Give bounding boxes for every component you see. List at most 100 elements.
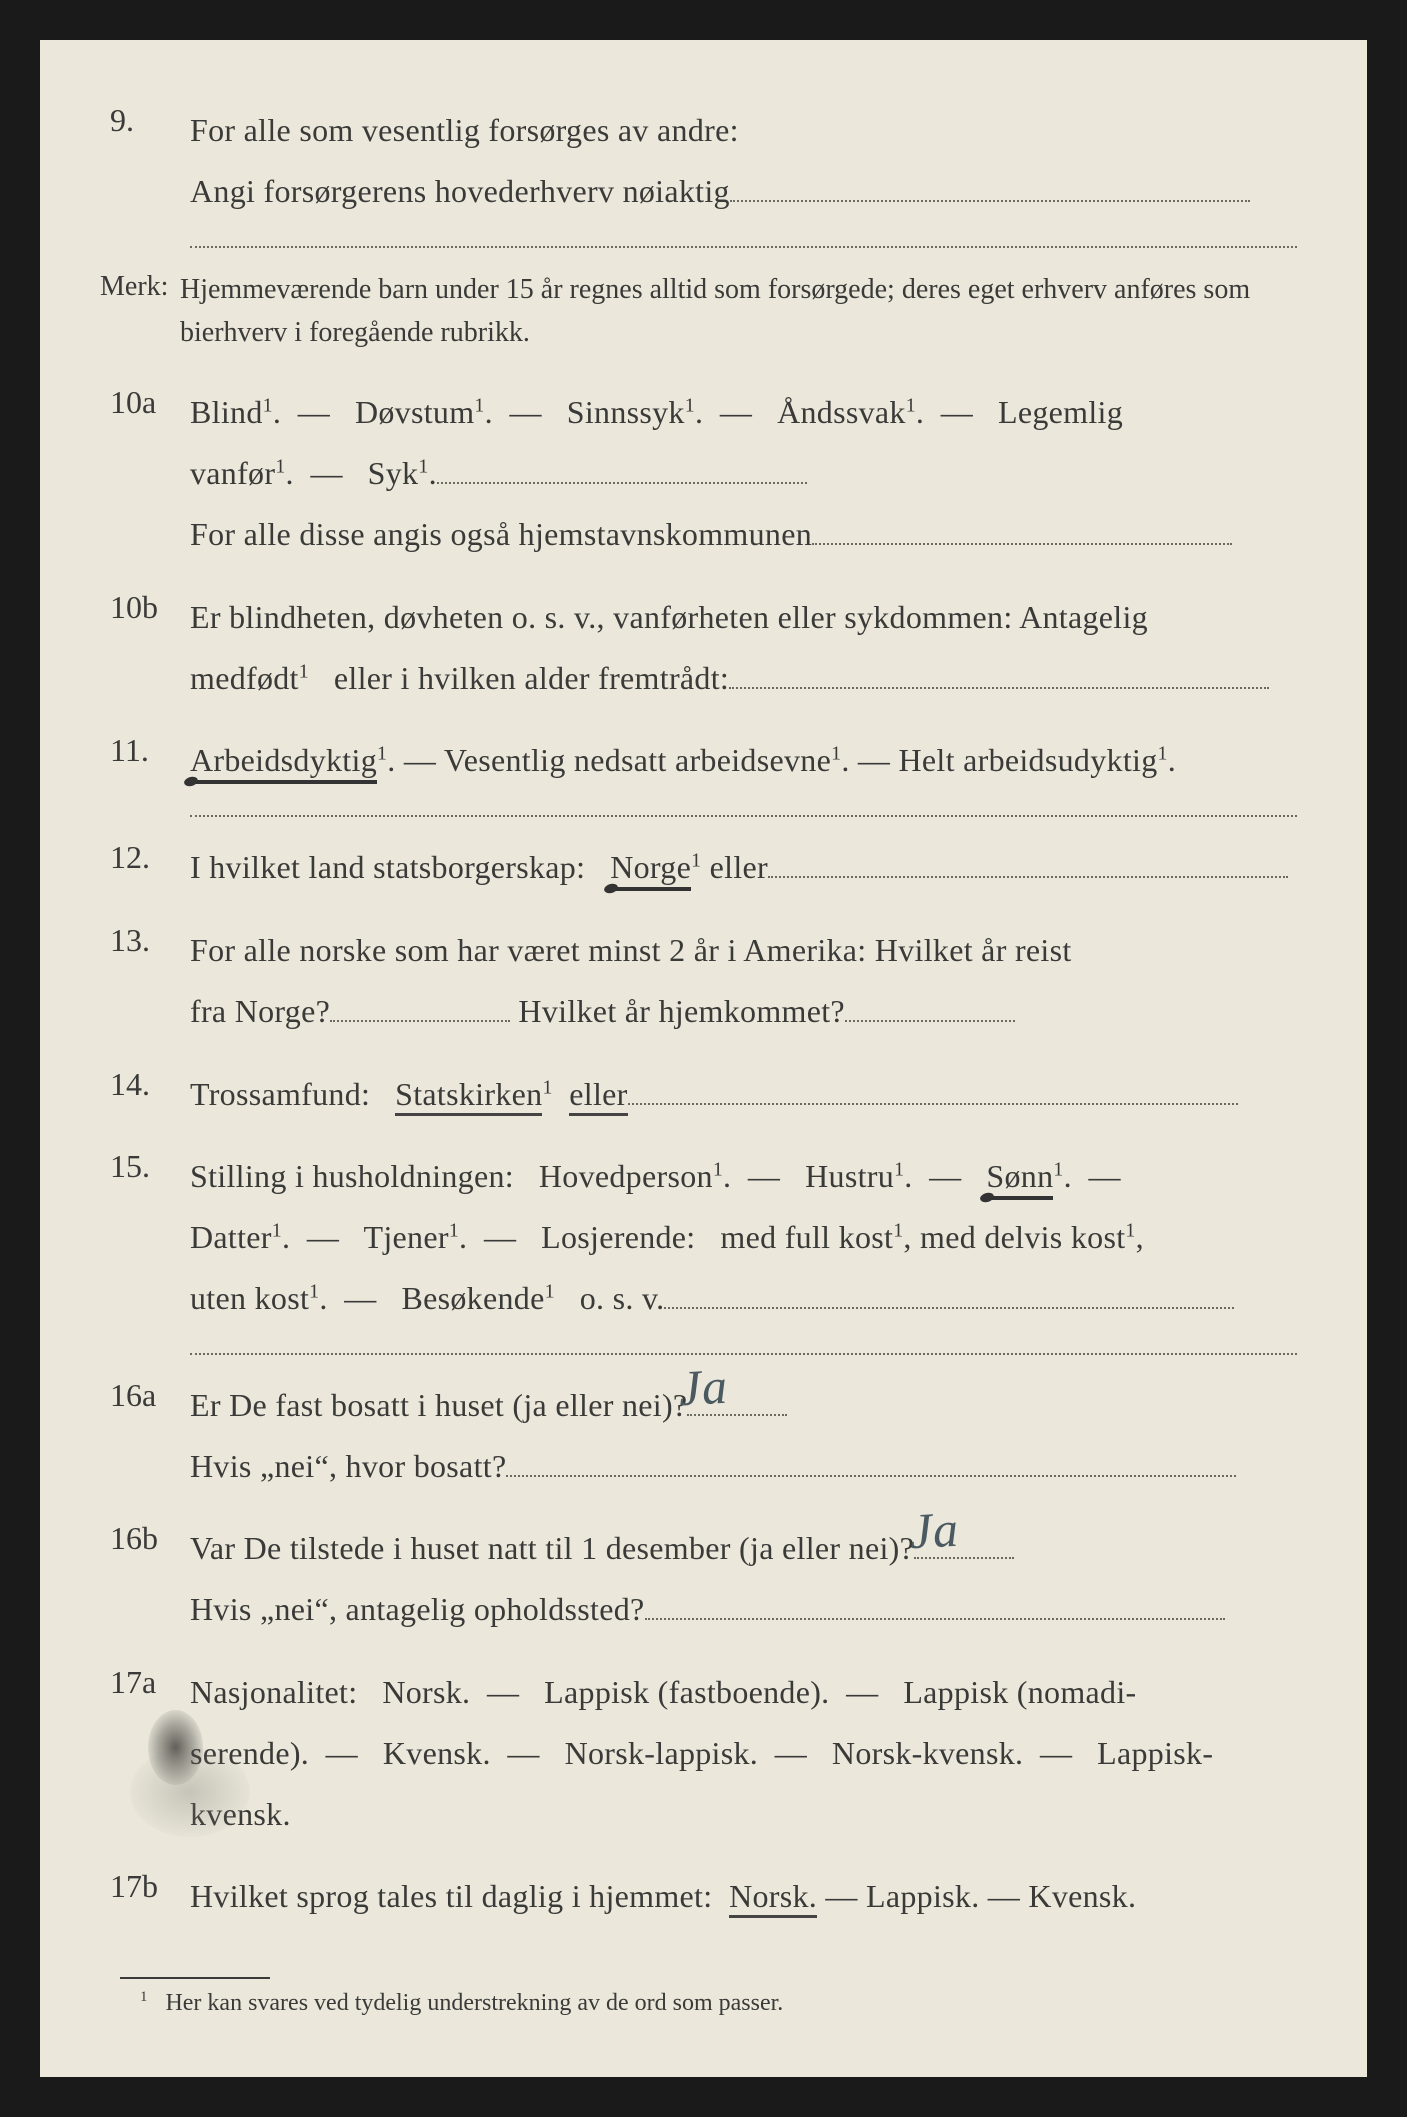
blank-line bbox=[812, 511, 1232, 545]
q16a-line1: Er De fast bosatt i huset (ja eller nei)… bbox=[190, 1387, 687, 1423]
blank-line bbox=[506, 1443, 1236, 1477]
q15-text-c: o. s. v. bbox=[580, 1280, 665, 1316]
census-form-page: 9. For alle som vesentlig forsørges av a… bbox=[40, 40, 1367, 2077]
q11-opt3: Helt arbeidsudyktig bbox=[899, 742, 1158, 778]
q10a-line3: For alle disse angis også hjemstavnskomm… bbox=[190, 516, 812, 552]
ink-smudge bbox=[130, 1747, 250, 1837]
q15-opt1: Hovedperson bbox=[539, 1158, 713, 1194]
q15-content: Stilling i husholdningen: Hovedperson1. … bbox=[190, 1146, 1297, 1328]
q10b-line2b: eller i hvilken alder fremtrådt: bbox=[334, 660, 729, 696]
q17a-opt7: Lappisk- bbox=[1097, 1735, 1213, 1771]
q17b-content: Hvilket sprog tales til daglig i hjemmet… bbox=[190, 1866, 1297, 1927]
question-17b: 17b Hvilket sprog tales til daglig i hje… bbox=[100, 1866, 1297, 1927]
q17a-opt6: Norsk-kvensk. bbox=[832, 1735, 1023, 1771]
question-16b: 16b Var De tilstede i huset natt til 1 d… bbox=[100, 1518, 1297, 1640]
q15-opt7: med delvis kost bbox=[920, 1219, 1125, 1255]
q11-content: Arbeidsdyktig1. — Vesentlig nedsatt arbe… bbox=[190, 730, 1297, 791]
q15-opt4: Datter bbox=[190, 1219, 272, 1255]
q10a-opt4: Åndssvak bbox=[777, 394, 906, 430]
q14-text-a: Trossamfund: bbox=[190, 1076, 370, 1112]
separator-line bbox=[190, 813, 1297, 817]
q10b-line2a: medfødt bbox=[190, 660, 299, 696]
blank-line bbox=[628, 1071, 1238, 1105]
question-13: 13. For alle norske som har været minst … bbox=[100, 920, 1297, 1042]
question-16a: 16a Er De fast bosatt i huset (ja eller … bbox=[100, 1375, 1297, 1497]
q17a-number: 17a bbox=[100, 1662, 190, 1701]
note-merk: Merk: Hjemmeværende barn under 15 år reg… bbox=[100, 268, 1297, 355]
q17a-opt3: Lappisk (nomadi- bbox=[903, 1674, 1136, 1710]
q10b-line1: Er blindheten, døvheten o. s. v., vanfør… bbox=[190, 599, 1148, 635]
q10a-line2a: vanfør bbox=[190, 455, 275, 491]
handwritten-answer: Ja bbox=[677, 1339, 731, 1436]
blank-line bbox=[330, 988, 510, 1022]
answer-blank: Ja bbox=[914, 1525, 1014, 1559]
blank-line bbox=[664, 1275, 1234, 1309]
blank-line bbox=[845, 988, 1015, 1022]
q12-opt1-underlined: Norge bbox=[610, 849, 691, 891]
q10a-number: 10a bbox=[100, 382, 190, 421]
q16b-content: Var De tilstede i huset natt til 1 desem… bbox=[190, 1518, 1297, 1640]
question-15: 15. Stilling i husholdningen: Hovedperso… bbox=[100, 1146, 1297, 1328]
footnote-text: Her kan svares ved tydelig understreknin… bbox=[165, 1990, 783, 2016]
q16a-content: Er De fast bosatt i huset (ja eller nei)… bbox=[190, 1375, 1297, 1497]
q16b-line2: Hvis „nei“, antagelig opholdssted? bbox=[190, 1591, 645, 1627]
q17a-opt2: Lappisk (fastboende). bbox=[544, 1674, 829, 1710]
blank-line bbox=[437, 450, 807, 484]
q16a-line2: Hvis „nei“, hvor bosatt? bbox=[190, 1448, 506, 1484]
question-9: 9. For alle som vesentlig forsørges av a… bbox=[100, 100, 1297, 222]
q17a-opt4: Kvensk. bbox=[383, 1735, 491, 1771]
question-14: 14. Trossamfund: Statskirken1 eller bbox=[100, 1064, 1297, 1125]
q17b-text-a: Hvilket sprog tales til daglig i hjemmet… bbox=[190, 1878, 712, 1914]
footnote: 1 Her kan svares ved tydelig understrekn… bbox=[100, 1979, 1297, 2017]
blank-line bbox=[729, 655, 1269, 689]
q11-opt2: Vesentlig nedsatt arbeidsevne bbox=[444, 742, 831, 778]
q17b-opt2: Lappisk. bbox=[866, 1878, 980, 1914]
question-10b: 10b Er blindheten, døvheten o. s. v., va… bbox=[100, 587, 1297, 709]
q10b-content: Er blindheten, døvheten o. s. v., vanfør… bbox=[190, 587, 1297, 709]
merk-label: Merk: bbox=[100, 268, 180, 355]
q13-line2b: Hvilket år hjemkommet? bbox=[518, 993, 845, 1029]
blank-line bbox=[645, 1586, 1225, 1620]
q16b-line1: Var De tilstede i huset natt til 1 desem… bbox=[190, 1530, 914, 1566]
q10a-content: Blind1. — Døvstum1. — Sinnssyk1. — Åndss… bbox=[190, 382, 1297, 564]
q15-text-a: Stilling i husholdningen: bbox=[190, 1158, 514, 1194]
q14-text-b: eller bbox=[569, 1076, 627, 1116]
q10a-opt2: Døvstum bbox=[355, 394, 474, 430]
blank-line bbox=[768, 844, 1288, 878]
separator-line bbox=[190, 1351, 1297, 1355]
q11-opt1-underlined: Arbeidsdyktig bbox=[190, 742, 377, 784]
q17a-opt1: Norsk. bbox=[382, 1674, 470, 1710]
q17a-text-a: Nasjonalitet: bbox=[190, 1674, 357, 1710]
q17b-opt1-underlined: Norsk. bbox=[729, 1878, 817, 1918]
footnote-marker: 1 bbox=[140, 1989, 147, 2005]
q12-content: I hvilket land statsborgerskap: Norge1 e… bbox=[190, 837, 1297, 898]
q17a-content: Nasjonalitet: Norsk. — Lappisk (fastboen… bbox=[190, 1662, 1297, 1844]
separator-line bbox=[190, 244, 1297, 248]
q13-line1: For alle norske som har været minst 2 år… bbox=[190, 932, 1072, 968]
q10a-opt5: Legemlig bbox=[998, 394, 1123, 430]
q12-text-a: I hvilket land statsborgerskap: bbox=[190, 849, 585, 885]
q15-opt5: Tjener bbox=[364, 1219, 449, 1255]
question-10a: 10a Blind1. — Døvstum1. — Sinnssyk1. — Å… bbox=[100, 382, 1297, 564]
q15-text-b: Losjerende: bbox=[541, 1219, 695, 1255]
q15-opt6: med full kost bbox=[720, 1219, 893, 1255]
question-11: 11. Arbeidsdyktig1. — Vesentlig nedsatt … bbox=[100, 730, 1297, 791]
q15-opt3-underlined: Sønn bbox=[986, 1158, 1053, 1200]
q10b-number: 10b bbox=[100, 587, 190, 626]
q17b-number: 17b bbox=[100, 1866, 190, 1905]
q10a-opt3: Sinnssyk bbox=[567, 394, 685, 430]
q15-number: 15. bbox=[100, 1146, 190, 1185]
q12-number: 12. bbox=[100, 837, 190, 876]
q12-text-b: eller bbox=[710, 849, 768, 885]
q9-number: 9. bbox=[100, 100, 190, 139]
question-12: 12. I hvilket land statsborgerskap: Norg… bbox=[100, 837, 1297, 898]
q9-content: For alle som vesentlig forsørges av andr… bbox=[190, 100, 1297, 222]
q15-opt8: uten kost bbox=[190, 1280, 309, 1316]
q13-line2a: fra Norge? bbox=[190, 993, 330, 1029]
answer-blank: Ja bbox=[687, 1382, 787, 1416]
q9-line1: For alle som vesentlig forsørges av andr… bbox=[190, 112, 739, 148]
q17a-opt5: Norsk-lappisk. bbox=[565, 1735, 759, 1771]
q14-content: Trossamfund: Statskirken1 eller bbox=[190, 1064, 1297, 1125]
handwritten-answer: Ja bbox=[907, 1482, 961, 1579]
q15-opt2: Hustru bbox=[805, 1158, 894, 1194]
